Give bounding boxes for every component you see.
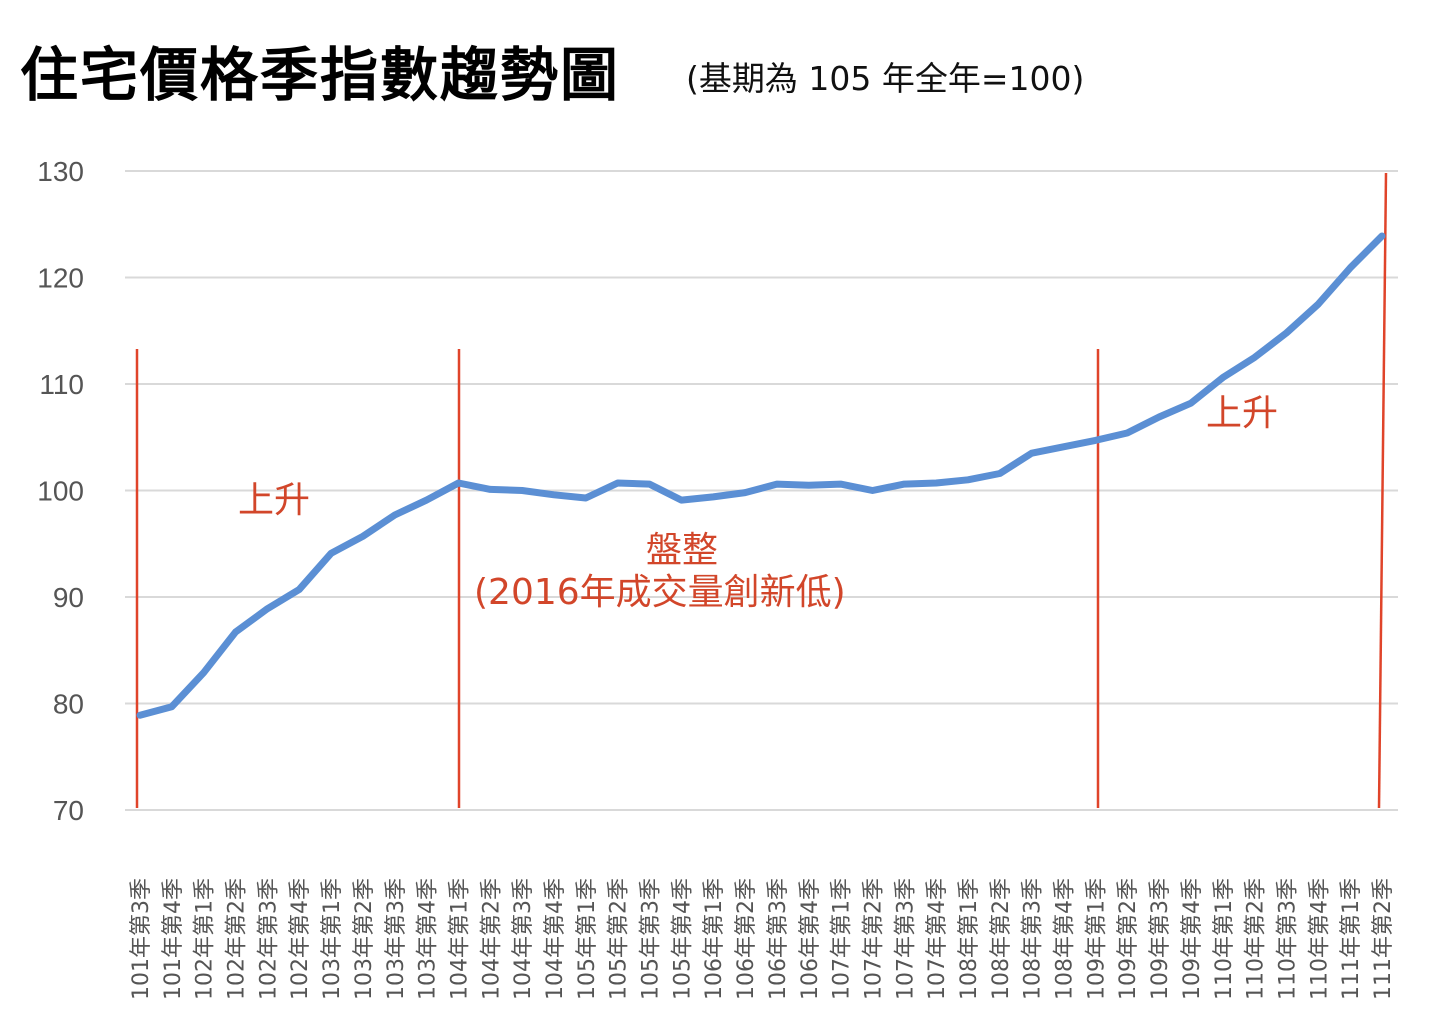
x-tick-label: 108年第1季 [957,878,982,1000]
x-tick-label: 104年第3季 [511,878,536,1000]
x-tick-label: 101年第3季 [129,878,154,1000]
annotation-label: 盤整 [646,530,718,571]
x-tick-label: 107年第4季 [925,878,950,1000]
phase-divider-line [1377,172,1388,809]
x-tick-label: 107年第2季 [861,878,886,1000]
x-tick-label: 105年第1季 [575,878,600,1000]
x-tick-label: 109年第3季 [1148,878,1173,1000]
phase-dividers [135,172,1388,809]
x-tick-label: 103年第3季 [384,878,409,1000]
x-tick-label: 102年第1季 [193,878,218,1000]
x-tick-label: 110年第2季 [1244,878,1269,1000]
index-line [136,232,1386,719]
x-tick-label: 104年第1季 [447,878,472,1000]
chart-subtitle: (基期為 105 年全年=100) [686,59,1085,98]
x-tick-label: 107年第1季 [830,878,855,1000]
x-tick-label: 111年第1季 [1339,878,1364,1000]
y-tick-label: 90 [53,582,84,613]
x-tick-label: 109年第1季 [1084,878,1109,1000]
x-tick-label: 103年第2季 [352,878,377,1000]
x-tick-label: 102年第3季 [256,878,281,1000]
annotation-label: 上升 [238,480,310,521]
y-tick-label: 120 [37,263,84,294]
x-axis: 101年第3季 101年第4季 102年第1季 102年第2季 102年第3季 102年第… [129,878,1396,1000]
x-tick-label: 106年第3季 [766,878,791,1000]
y-tick-label: 80 [53,689,84,720]
x-tick-label: 106年第1季 [702,878,727,1000]
x-tick-label: 109年第4季 [1180,878,1205,1000]
x-tick-label: 105年第3季 [639,878,664,1000]
x-tick-label: 108年第4季 [1053,878,1078,1000]
x-tick-label: 102年第2季 [225,878,250,1000]
data-series [136,232,1386,719]
x-tick-label: 108年第2季 [989,878,1014,1000]
annotation-label: (2016年成交量創新低) [474,572,846,613]
x-tick-label: 101年第4季 [161,878,186,1000]
x-tick-label: 110年第1季 [1212,878,1237,1000]
x-tick-label: 103年第1季 [320,878,345,1000]
x-tick-label: 102年第4季 [288,878,313,1000]
x-tick-label: 107年第3季 [893,878,918,1000]
x-tick-label: 104年第4季 [543,878,568,1000]
x-tick-label: 106年第4季 [798,878,823,1000]
x-tick-label: 106年第2季 [734,878,759,1000]
gridlines [125,170,1398,811]
chart-title: 住宅價格季指數趨勢圖 [20,41,621,109]
x-tick-label: 110年第3季 [1275,878,1300,1000]
x-tick-label: 103年第4季 [416,878,441,1000]
y-tick-label: 100 [37,476,84,507]
x-tick-label: 104年第2季 [479,878,504,1000]
x-tick-label: 110年第4季 [1307,878,1332,1000]
x-tick-label: 105年第4季 [670,878,695,1000]
x-tick-label: 109年第2季 [1116,878,1141,1000]
y-tick-label: 130 [37,156,84,187]
y-tick-label: 110 [39,369,84,400]
annotation-label: 上升 [1206,393,1278,434]
x-tick-label: 111年第2季 [1371,878,1396,1000]
y-axis: 70 80 90 100 110 120 130 [37,156,84,826]
x-tick-label: 105年第2季 [607,878,632,1000]
x-tick-label: 108年第3季 [1021,878,1046,1000]
y-tick-label: 70 [53,795,84,826]
